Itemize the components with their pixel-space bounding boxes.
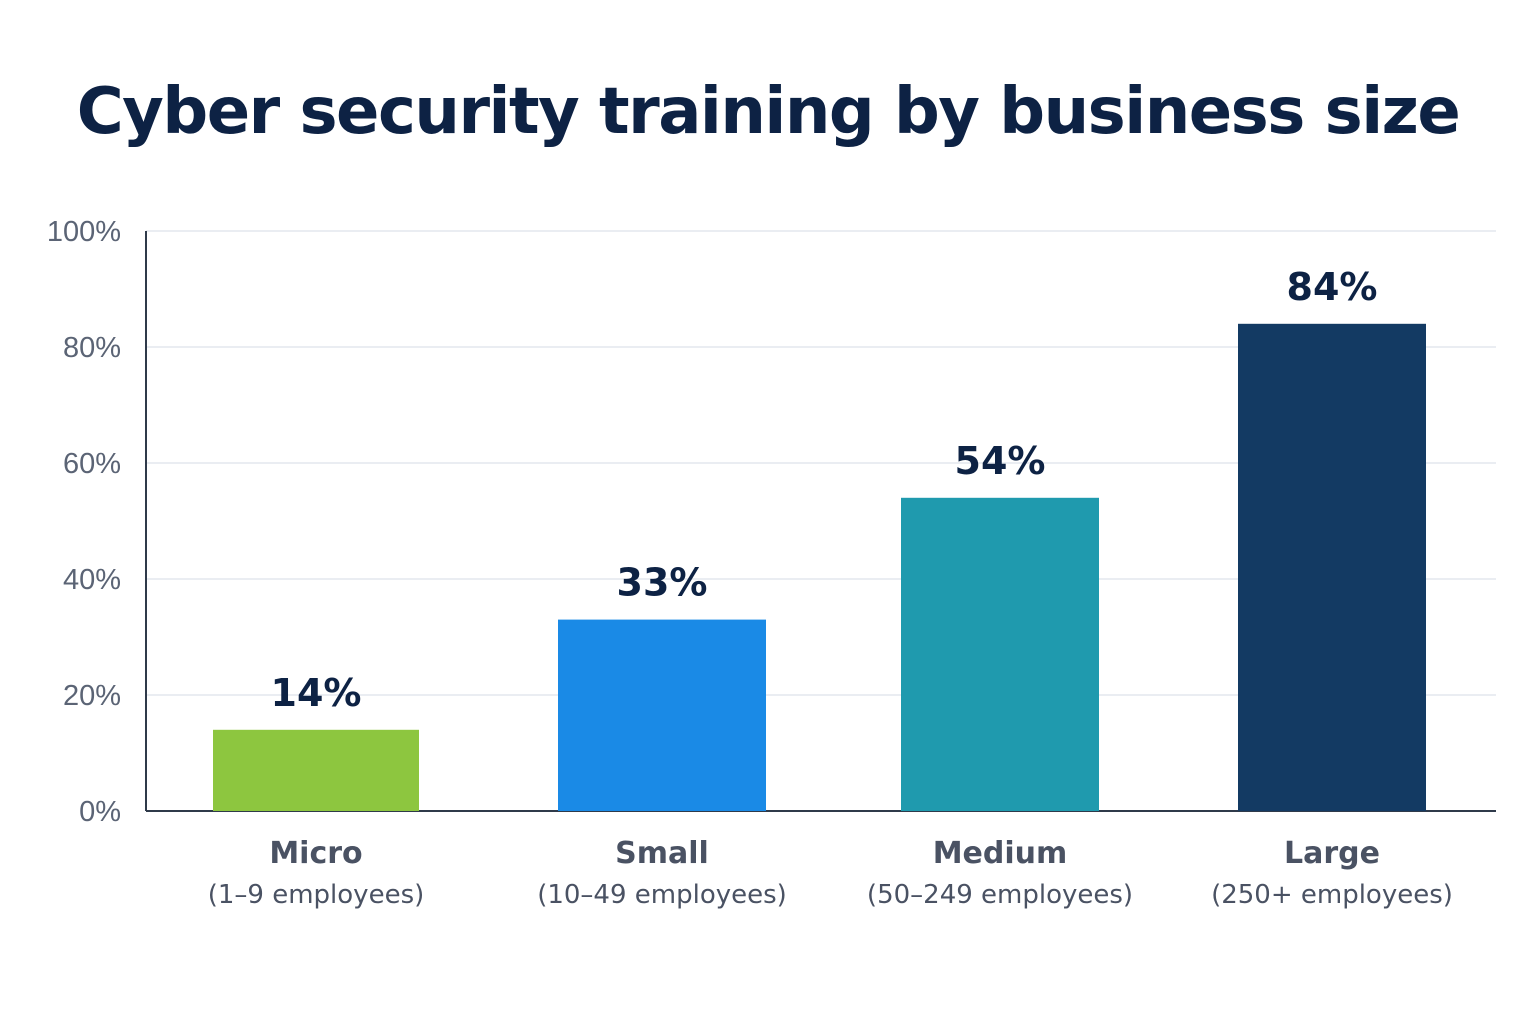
y-tick-label: 80% xyxy=(63,332,121,364)
x-tick-label-small: Small xyxy=(615,836,709,871)
value-label-micro: 14% xyxy=(271,671,362,715)
value-label-medium: 54% xyxy=(955,439,1046,483)
x-tick-sublabel-small: (10–49 employees) xyxy=(537,880,787,910)
y-tick-label: 60% xyxy=(63,448,121,480)
bar-small xyxy=(558,619,766,811)
bars xyxy=(213,323,1426,811)
x-tick-sublabel-large: (250+ employees) xyxy=(1211,880,1453,910)
y-tick-label: 0% xyxy=(79,796,121,828)
bar-large xyxy=(1238,323,1426,811)
bar-micro xyxy=(213,729,419,811)
x-tick-sublabel-micro: (1–9 employees) xyxy=(208,880,425,910)
value-label-small: 33% xyxy=(617,561,708,605)
y-tick-label: 40% xyxy=(63,564,121,596)
y-tick-label: 100% xyxy=(47,216,121,248)
x-tick-label-large: Large xyxy=(1284,836,1380,871)
value-label-large: 84% xyxy=(1287,265,1378,309)
x-tick-label-medium: Medium xyxy=(933,836,1068,871)
labels: 0% 20% 40% 60% 80% 100% 14% Micro (1–9 employees… xyxy=(47,216,1453,910)
bar-medium xyxy=(901,497,1099,811)
x-tick-label-micro: Micro xyxy=(269,836,362,871)
x-tick-sublabel-medium: (50–249 employees) xyxy=(867,880,1133,910)
chart-title: Cyber security training by business size xyxy=(76,75,1461,149)
y-tick-label: 20% xyxy=(63,680,121,712)
